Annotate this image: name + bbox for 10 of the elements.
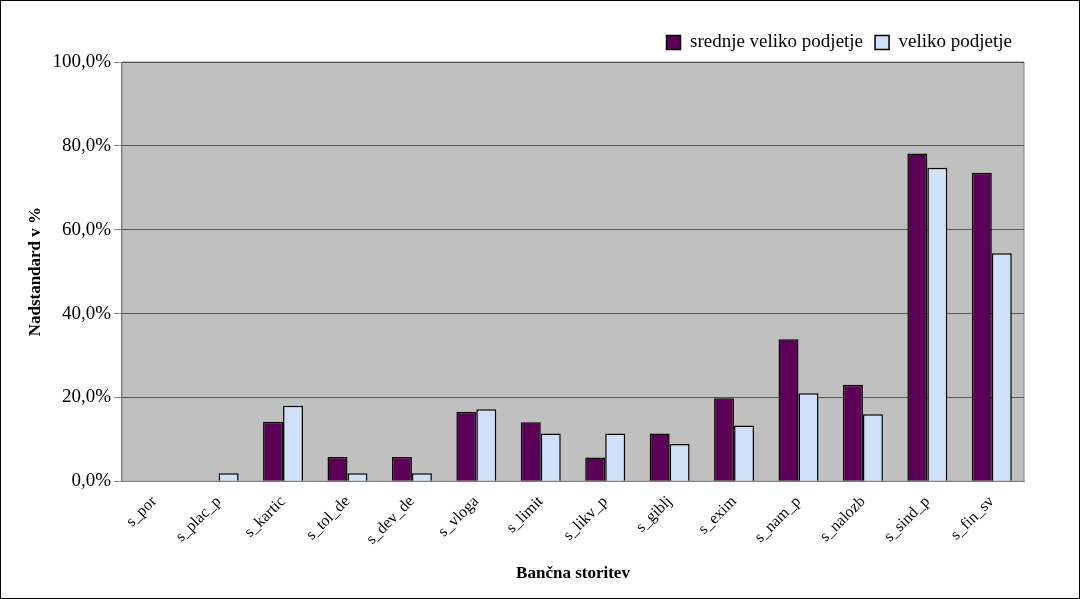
legend-label: srednje veliko podjetje xyxy=(690,30,864,52)
y-tick-label: 40,0% xyxy=(61,301,112,323)
y-tick-label: 0,0% xyxy=(71,469,112,491)
y-tick-label: 80,0% xyxy=(61,133,112,155)
legend-label: veliko podjetje xyxy=(898,30,1013,52)
y-tick-label: 20,0% xyxy=(61,385,112,407)
y-tick-label: 60,0% xyxy=(61,217,112,239)
y-axis-title: Nadstandard v % xyxy=(24,206,44,337)
y-tick-label: 100,0% xyxy=(52,49,112,71)
x-axis-title: Bančna storitev xyxy=(516,563,631,583)
